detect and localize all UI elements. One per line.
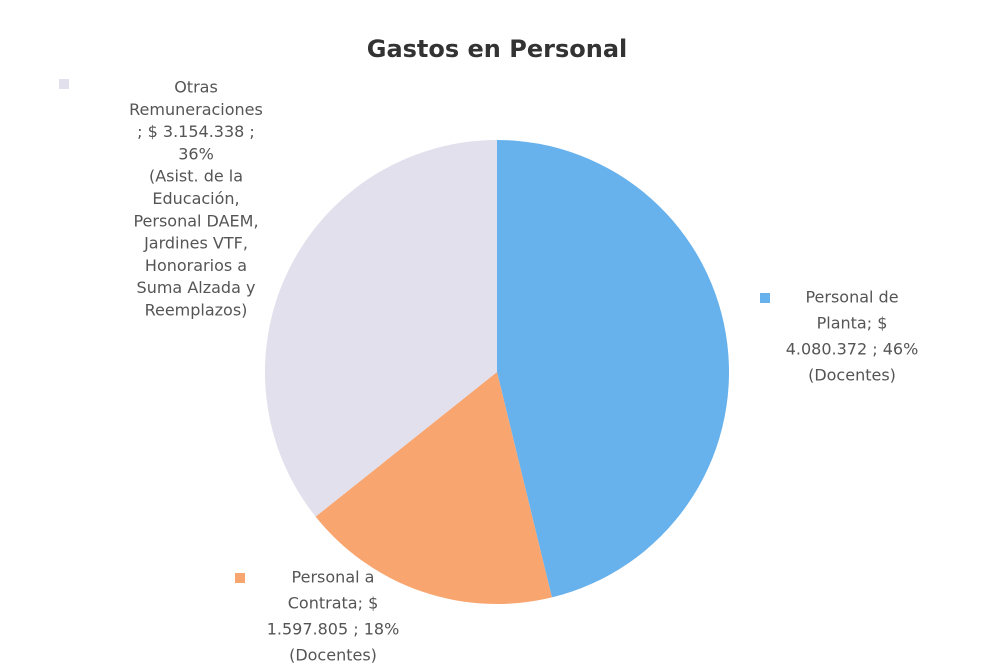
legend-swatch bbox=[760, 293, 770, 303]
data-label: 36% bbox=[178, 144, 214, 163]
pie-slice bbox=[497, 140, 729, 598]
data-label: Educación, bbox=[152, 189, 239, 208]
data-label: Suma Alzada y bbox=[137, 278, 256, 297]
data-label: 1.597.805 ; 18% bbox=[267, 620, 400, 639]
pie-slice bbox=[265, 140, 497, 517]
data-label: Reemplazos) bbox=[145, 301, 248, 320]
data-label: Contrata; $ bbox=[288, 594, 379, 613]
data-label: Jardines VTF, bbox=[143, 234, 248, 253]
data-label: Honorarios a bbox=[145, 256, 247, 275]
legend-swatch bbox=[235, 573, 245, 583]
data-label: Personal DAEM, bbox=[133, 211, 258, 230]
data-label: 4.080.372 ; 46% bbox=[786, 340, 919, 359]
data-label: Remuneraciones bbox=[129, 100, 263, 119]
data-label: Personal a bbox=[292, 568, 375, 587]
data-label: (Asist. de la bbox=[149, 167, 243, 186]
legend-swatch bbox=[59, 79, 69, 89]
data-label: ; $ 3.154.338 ; bbox=[137, 122, 255, 141]
pie-slice bbox=[315, 372, 552, 604]
data-label: (Docentes) bbox=[808, 366, 896, 385]
data-label: Personal de bbox=[805, 288, 898, 307]
chart-title: Gastos en Personal bbox=[367, 35, 627, 63]
data-label: Otras bbox=[174, 78, 218, 97]
data-label: Planta; $ bbox=[817, 314, 888, 333]
data-label: (Docentes) bbox=[289, 646, 377, 665]
